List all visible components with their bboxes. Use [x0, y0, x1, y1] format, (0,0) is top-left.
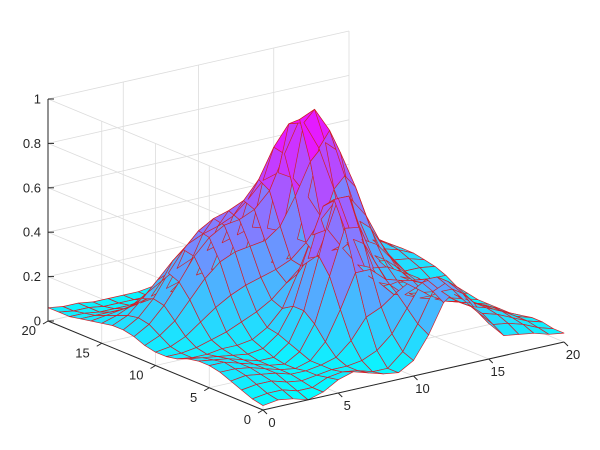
x-tick-mark [564, 342, 568, 346]
surface-mesh [48, 109, 564, 405]
x-tick-label: 15 [491, 364, 505, 379]
y-tick-label: 20 [22, 323, 36, 338]
z-tick-label: 1 [34, 92, 41, 107]
z-tick-label: 0.8 [23, 136, 41, 151]
x-tick-label: 5 [344, 398, 351, 413]
y-tick-mark [258, 410, 263, 413]
x-tick-mark [263, 410, 267, 414]
x-tick-label: 10 [415, 381, 429, 396]
y-tick-mark [204, 388, 209, 391]
x-tick-mark [414, 376, 418, 380]
y-tick-label: 5 [190, 390, 197, 405]
y-tick-mark [43, 321, 48, 324]
x-tick-label: 0 [268, 415, 275, 430]
z-tick-label: 0.6 [23, 180, 41, 195]
y-tick-label: 10 [129, 368, 143, 383]
z-tick-label: 0.4 [23, 225, 41, 240]
x-tick-mark [338, 393, 342, 397]
y-tick-mark [151, 366, 156, 369]
y-tick-label: 15 [75, 345, 89, 360]
y-tick-mark [97, 343, 102, 346]
x-tick-label: 20 [566, 347, 580, 362]
y-tick-label: 0 [244, 412, 251, 427]
z-tick-label: 0.2 [23, 269, 41, 284]
x-tick-mark [489, 359, 493, 363]
